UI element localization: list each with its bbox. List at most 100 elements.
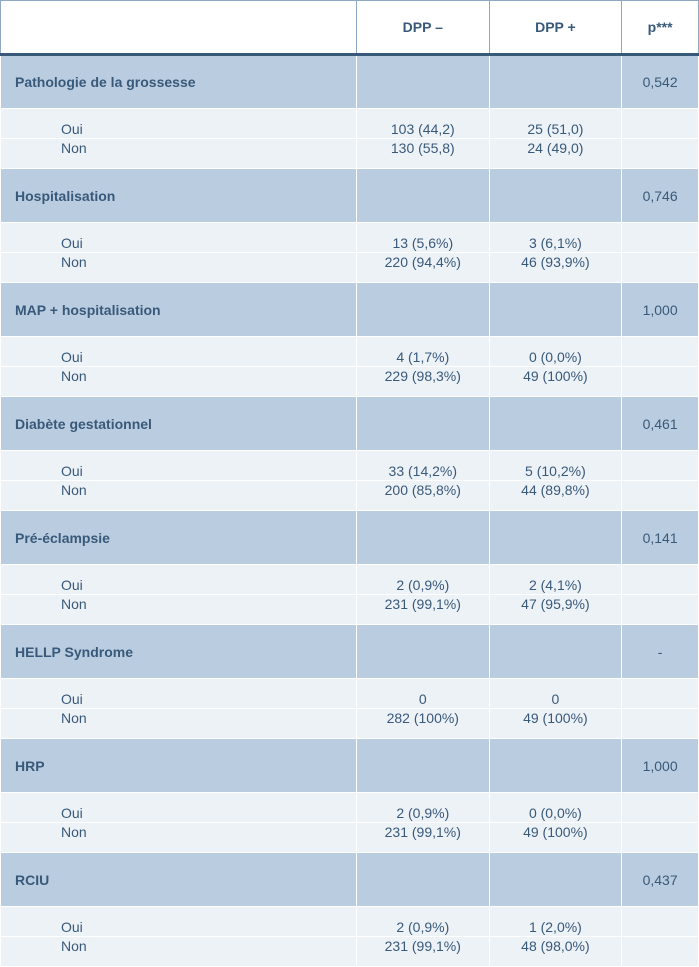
section-blank <box>356 625 489 679</box>
row-blank <box>622 793 699 823</box>
section-blank <box>489 625 622 679</box>
section-blank <box>356 55 489 109</box>
row-blank <box>622 565 699 595</box>
row-label: Non <box>1 709 357 739</box>
row-blank <box>622 109 699 139</box>
section-row: Diabète gestationnel0,461 <box>1 397 699 451</box>
row-label: Non <box>1 595 357 625</box>
row-label: Oui <box>1 337 357 367</box>
table-container: DPP – DPP + p*** Pathologie de la grosse… <box>0 0 699 967</box>
dpp-minus-value: 2 (0,9%) <box>356 793 489 823</box>
row-label: Oui <box>1 679 357 709</box>
dpp-minus-value: 2 (0,9%) <box>356 907 489 937</box>
dpp-plus-value: 47 (95,9%) <box>489 595 622 625</box>
dpp-minus-value: 4 (1,7%) <box>356 337 489 367</box>
row-label: Non <box>1 823 357 853</box>
row-blank <box>622 253 699 283</box>
dpp-plus-value: 0 (0,0%) <box>489 793 622 823</box>
section-blank <box>489 55 622 109</box>
dpp-minus-value: 220 (94,4%) <box>356 253 489 283</box>
table-row: Oui2 (0,9%)2 (4,1%) <box>1 565 699 595</box>
section-row: Pré-éclampsie0,141 <box>1 511 699 565</box>
row-label: Non <box>1 937 357 967</box>
section-blank <box>356 511 489 565</box>
section-pvalue: 1,000 <box>622 739 699 793</box>
table-row: Non231 (99,1%)47 (95,9%) <box>1 595 699 625</box>
table-row: Oui33 (14,2%)5 (10,2%) <box>1 451 699 481</box>
row-blank <box>622 679 699 709</box>
header-dpp-plus: DPP + <box>489 1 622 55</box>
section-row: Hospitalisation 0,746 <box>1 169 699 223</box>
section-pvalue: 0,542 <box>622 55 699 109</box>
dpp-minus-value: 229 (98,3%) <box>356 367 489 397</box>
section-row: Pathologie de la grossesse0,542 <box>1 55 699 109</box>
table-row: Non282 (100%)49 (100%) <box>1 709 699 739</box>
dpp-plus-value: 5 (10,2%) <box>489 451 622 481</box>
dpp-plus-value: 0 <box>489 679 622 709</box>
row-blank <box>622 337 699 367</box>
stats-table: DPP – DPP + p*** Pathologie de la grosse… <box>0 0 699 967</box>
row-label: Non <box>1 253 357 283</box>
section-row: RCIU 0,437 <box>1 853 699 907</box>
table-row: Non229 (98,3%)49 (100%) <box>1 367 699 397</box>
section-pvalue: 0,141 <box>622 511 699 565</box>
row-blank <box>622 937 699 967</box>
dpp-plus-value: 2 (4,1%) <box>489 565 622 595</box>
dpp-plus-value: 49 (100%) <box>489 823 622 853</box>
section-blank <box>356 169 489 223</box>
section-pvalue: 0,746 <box>622 169 699 223</box>
dpp-minus-value: 200 (85,8%) <box>356 481 489 511</box>
row-label: Non <box>1 481 357 511</box>
table-header-row: DPP – DPP + p*** <box>1 1 699 55</box>
dpp-plus-value: 49 (100%) <box>489 709 622 739</box>
dpp-minus-value: 0 <box>356 679 489 709</box>
section-row: MAP + hospitalisation1,000 <box>1 283 699 337</box>
row-blank <box>622 223 699 253</box>
dpp-plus-value: 1 (2,0%) <box>489 907 622 937</box>
row-label: Oui <box>1 109 357 139</box>
section-label: Diabète gestationnel <box>1 397 357 451</box>
dpp-plus-value: 48 (98,0%) <box>489 937 622 967</box>
dpp-plus-value: 24 (49,0) <box>489 139 622 169</box>
table-row: Oui00 <box>1 679 699 709</box>
section-label: MAP + hospitalisation <box>1 283 357 337</box>
section-blank <box>489 169 622 223</box>
row-label: Oui <box>1 793 357 823</box>
section-blank <box>489 739 622 793</box>
row-label: Oui <box>1 451 357 481</box>
section-blank <box>489 397 622 451</box>
row-blank <box>622 709 699 739</box>
table-body: Pathologie de la grossesse0,542Oui103 (4… <box>1 55 699 967</box>
dpp-minus-value: 130 (55,8) <box>356 139 489 169</box>
dpp-minus-value: 13 (5,6%) <box>356 223 489 253</box>
section-pvalue: - <box>622 625 699 679</box>
row-blank <box>622 907 699 937</box>
header-pvalue: p*** <box>622 1 699 55</box>
section-blank <box>356 397 489 451</box>
section-pvalue: 0,437 <box>622 853 699 907</box>
table-row: Non200 (85,8%)44 (89,8%) <box>1 481 699 511</box>
row-blank <box>622 367 699 397</box>
dpp-minus-value: 33 (14,2%) <box>356 451 489 481</box>
table-row: Non231 (99,1%)49 (100%) <box>1 823 699 853</box>
row-label: Oui <box>1 907 357 937</box>
dpp-minus-value: 231 (99,1%) <box>356 937 489 967</box>
header-blank <box>1 1 357 55</box>
dpp-minus-value: 231 (99,1%) <box>356 595 489 625</box>
row-blank <box>622 481 699 511</box>
section-blank <box>489 853 622 907</box>
section-label: Hospitalisation <box>1 169 357 223</box>
row-blank <box>622 595 699 625</box>
dpp-plus-value: 44 (89,8%) <box>489 481 622 511</box>
table-row: Oui2 (0,9%)1 (2,0%) <box>1 907 699 937</box>
table-row: Oui13 (5,6%)3 (6,1%) <box>1 223 699 253</box>
section-label: RCIU <box>1 853 357 907</box>
row-label: Oui <box>1 565 357 595</box>
dpp-minus-value: 231 (99,1%) <box>356 823 489 853</box>
section-blank <box>356 853 489 907</box>
table-row: Oui4 (1,7%)0 (0,0%) <box>1 337 699 367</box>
table-row: Non130 (55,8)24 (49,0) <box>1 139 699 169</box>
row-blank <box>622 451 699 481</box>
row-blank <box>622 139 699 169</box>
section-blank <box>356 739 489 793</box>
